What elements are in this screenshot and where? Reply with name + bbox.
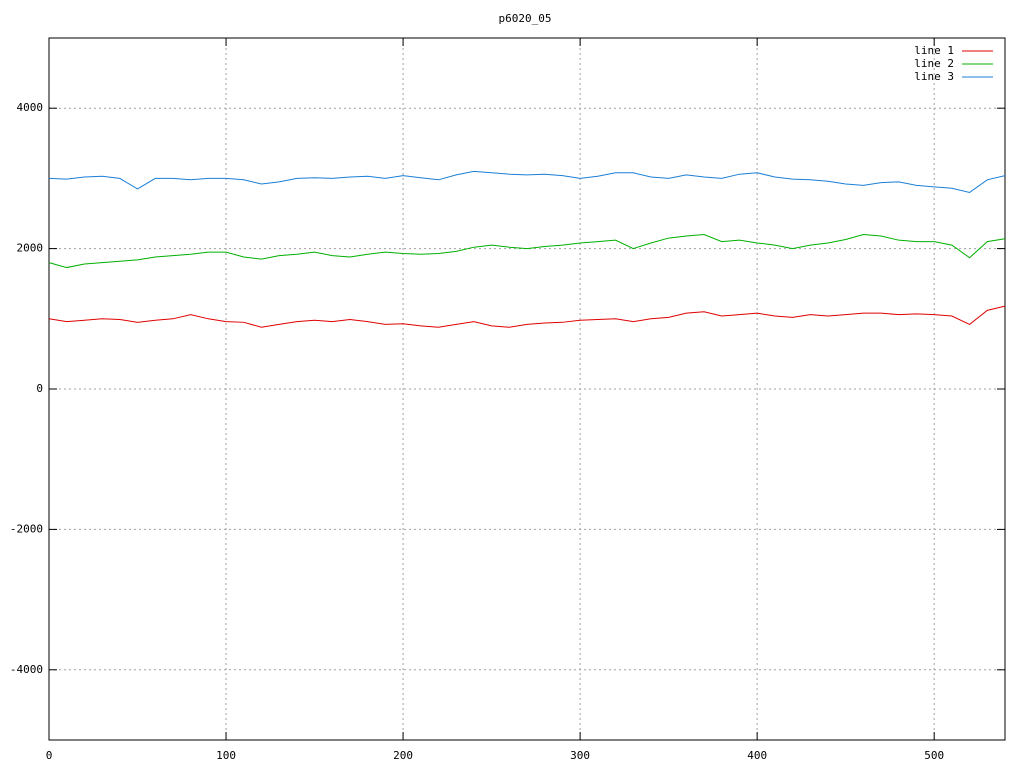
x-tick-label: 500 bbox=[924, 749, 944, 762]
chart-title: p6020_05 bbox=[499, 12, 552, 25]
y-tick-label: 4000 bbox=[17, 101, 44, 114]
data-line bbox=[48, 305, 1006, 328]
x-tick-label: 200 bbox=[393, 749, 413, 762]
plot-frame bbox=[48, 37, 1006, 741]
data-line bbox=[48, 234, 1006, 269]
x-tick-label: 100 bbox=[216, 749, 236, 762]
y-tick-label: 2000 bbox=[17, 242, 44, 255]
x-tick-label: 0 bbox=[46, 749, 53, 762]
legend-label: line 2 bbox=[914, 57, 954, 70]
y-tick-label: -4000 bbox=[10, 663, 43, 676]
data-line bbox=[48, 170, 1006, 193]
legend-label: line 1 bbox=[914, 44, 954, 57]
x-tick-label: 300 bbox=[570, 749, 590, 762]
x-tick-label: 400 bbox=[747, 749, 767, 762]
y-tick-label: -2000 bbox=[10, 522, 43, 535]
y-tick-label: 0 bbox=[36, 382, 43, 395]
legend-label: line 3 bbox=[914, 70, 954, 83]
